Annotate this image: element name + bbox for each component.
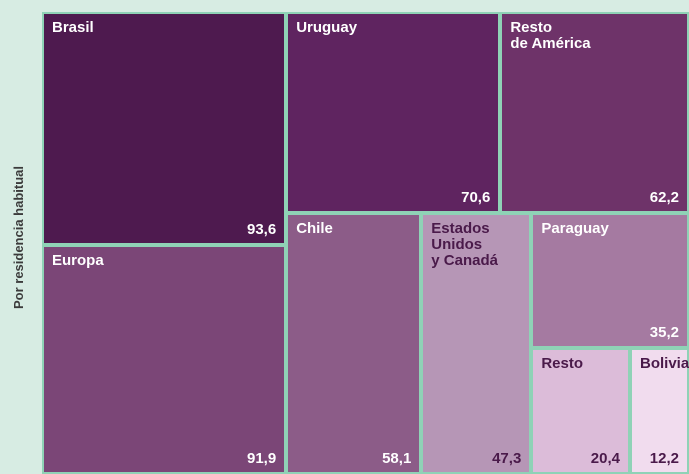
cell-label: Resto: [541, 355, 583, 373]
value-label: 62,2: [649, 188, 679, 206]
cell-label: Europa: [52, 252, 104, 270]
treemap-cell: Resto 20,4: [531, 348, 630, 474]
axis-label-wrap: Por residencia habitual: [4, 0, 34, 474]
cell-label: Chile: [296, 219, 333, 237]
value-label: 12,2: [649, 449, 679, 467]
treemap-cell: Uruguay 70,6: [286, 12, 501, 213]
cell-label: Brasil: [52, 19, 94, 36]
cell-label: Paraguay: [541, 219, 609, 237]
cell-label: Uruguay: [296, 19, 358, 36]
value-label: 91,9: [246, 449, 277, 467]
treemap-cell: Europa 91,9: [42, 245, 287, 474]
treemap-cell: Resto de América 62,2: [500, 12, 689, 213]
cell-label: Resto de América: [510, 19, 591, 52]
value-label: 20,4: [590, 449, 620, 467]
treemap-cell: Brasil 93,6: [42, 12, 287, 246]
y-axis-label: Por residencia habitual: [11, 165, 27, 309]
value-label: 93,6: [246, 221, 277, 239]
value-label: 35,2: [649, 324, 679, 342]
value-label: 70,6: [461, 188, 491, 206]
treemap-cell: Estados Unidos y Canadá 47,3: [421, 212, 532, 474]
treemap-cell: Bolivia 12,2: [629, 348, 689, 474]
cell-label: Bolivia: [639, 355, 689, 373]
treemap-cell: Chile 58,1: [286, 212, 422, 474]
value-label: 47,3: [492, 449, 522, 467]
value-label: 58,1: [382, 449, 412, 467]
treemap-cell: Paraguay 35,2: [531, 212, 689, 349]
cell-label: Estados Unidos y Canadá: [431, 219, 498, 269]
